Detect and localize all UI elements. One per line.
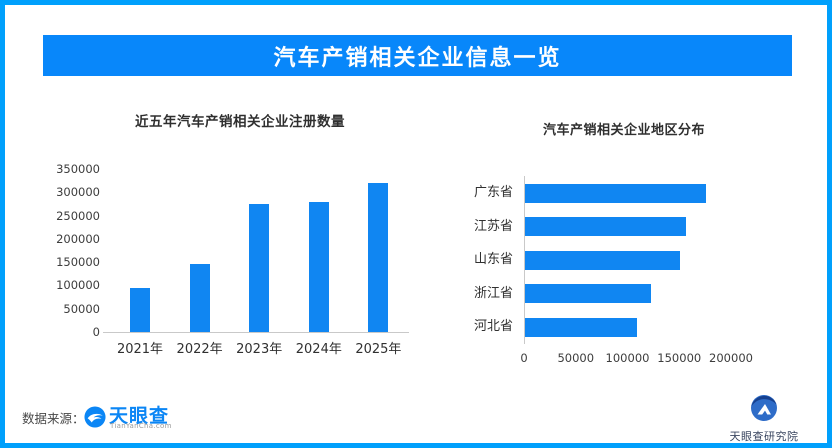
category-label: 山东省 <box>473 252 513 267</box>
bar-row <box>525 317 637 337</box>
right-chart-title: 汽车产销相关企业地区分布 <box>543 123 706 138</box>
category-label: 河北省 <box>473 319 513 334</box>
x-axis-tick-label: 50000 <box>557 351 595 365</box>
y-axis-tick-label: 350000 <box>56 162 100 176</box>
x-axis-category-label: 2022年 <box>176 342 223 357</box>
x-axis-tick-label: 200000 <box>709 351 753 365</box>
left-chart-title: 近五年汽车产销相关企业注册数量 <box>135 114 345 130</box>
bar-row <box>525 284 652 303</box>
research-institute-logo-icon <box>749 393 779 423</box>
y-axis-tick-label: 50000 <box>63 301 100 316</box>
x-axis-category-label: 2025年 <box>355 342 402 357</box>
bar-row <box>525 217 687 236</box>
research-institute-label: 天眼查研究院 <box>729 430 799 443</box>
y-axis-tick-label: 300000 <box>56 185 100 200</box>
y-axis-tick-label: 100000 <box>56 278 100 293</box>
page-title: 汽车产销相关企业信息一览 <box>273 45 562 71</box>
bar-column <box>368 182 389 332</box>
bar-column <box>249 203 270 332</box>
tianyancha-eye-icon <box>84 406 106 428</box>
tianyancha-logo-text: 天眼查 <box>109 405 170 427</box>
x-axis-line <box>103 332 409 333</box>
bar-column <box>308 201 329 332</box>
x-axis-category-label: 2023年 <box>236 342 283 357</box>
data-source-label: 数据来源： <box>22 411 85 426</box>
category-label: 广东省 <box>473 185 513 200</box>
category-label: 浙江省 <box>473 285 513 301</box>
bar-row <box>525 183 707 203</box>
x-axis-category-label: 2024年 <box>295 342 342 357</box>
y-axis-tick-label: 0 <box>92 325 100 339</box>
x-axis-tick-label: 0 <box>520 351 528 365</box>
y-axis-tick-label: 150000 <box>56 255 100 270</box>
tianyancha-logo-subtext: TianYanCha.com <box>110 422 172 430</box>
y-axis-tick-label: 200000 <box>56 231 100 246</box>
bar-column <box>130 287 150 332</box>
category-label: 江苏省 <box>473 218 513 234</box>
bar-row <box>525 250 681 270</box>
y-axis-line <box>524 176 525 344</box>
x-axis-tick-label: 100000 <box>605 351 650 365</box>
x-axis-category-label: 2021年 <box>116 342 164 357</box>
x-axis-tick-label: 150000 <box>657 351 702 365</box>
research-institute-brand: 天眼查研究院 <box>714 393 814 444</box>
page-title-banner: 汽车产销相关企业信息一览 <box>43 35 792 76</box>
y-axis-tick-label: 250000 <box>56 208 100 223</box>
bar-column <box>189 264 210 332</box>
